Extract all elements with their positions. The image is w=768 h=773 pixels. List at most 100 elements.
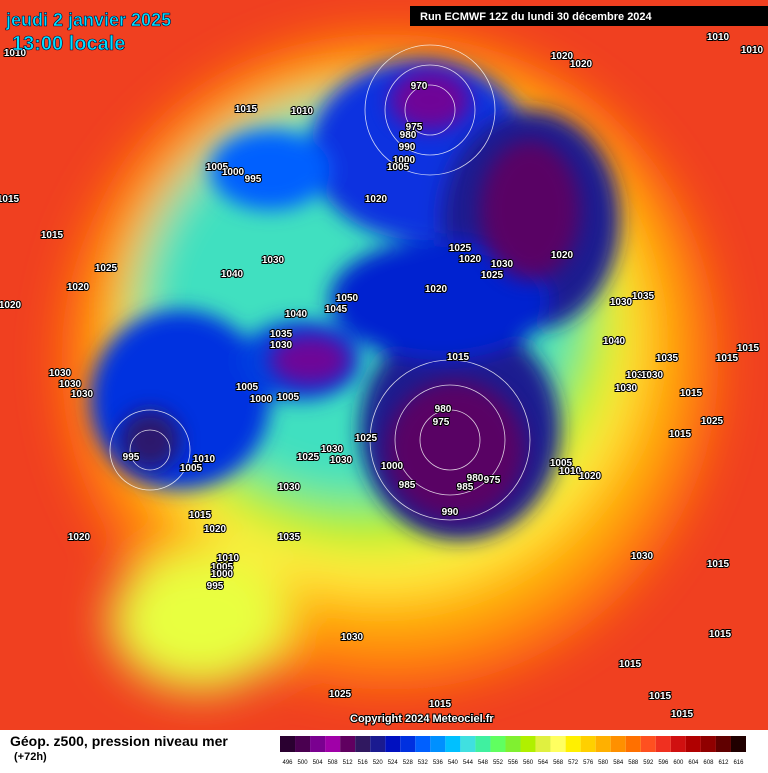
- isobar-label: 1035: [270, 329, 293, 340]
- isobar-label: 1020: [459, 254, 482, 265]
- isobar-label: 1015: [447, 352, 470, 363]
- colorbar-label: 548: [478, 760, 489, 766]
- colorbar-swatch: [655, 736, 671, 752]
- isobar-label: 1015: [669, 429, 692, 440]
- colorbar-label: 584: [613, 760, 624, 766]
- copyright: Copyright 2024 Meteociel.fr: [350, 713, 494, 725]
- colorbar-label: 596: [658, 760, 669, 766]
- colorbar-swatch: [565, 736, 581, 752]
- isobar-label: 1030: [491, 259, 514, 270]
- colorbar-swatch: [625, 736, 641, 752]
- colorbar-swatch: [370, 736, 386, 752]
- date-title: jeudi 2 janvier 2025: [5, 10, 171, 30]
- isobar-label: 1025: [297, 452, 320, 463]
- isobar-label: 1025: [701, 416, 724, 427]
- isobar-label: 1010: [193, 454, 216, 465]
- isobar-label: 1005: [277, 392, 300, 403]
- isobar-label: 1010: [707, 32, 730, 43]
- isobar-label: 1005: [387, 162, 410, 173]
- colorbar-label: 600: [673, 760, 684, 766]
- isobar-label: 1000: [381, 461, 404, 472]
- colorbar-label: 508: [328, 760, 339, 766]
- lead-time: (+72h): [14, 751, 47, 763]
- isobar-label: 1030: [59, 379, 82, 390]
- isobar-label: 985: [457, 482, 474, 493]
- isobar-label: 1040: [221, 269, 244, 280]
- isobar-label: 1025: [449, 243, 472, 254]
- colorbar-swatch: [460, 736, 476, 752]
- isobar-label: 1030: [330, 455, 353, 466]
- colorbar-swatch: [475, 736, 491, 752]
- colorbar-swatch: [580, 736, 596, 752]
- isobar-label: 1005: [550, 458, 573, 469]
- colorbar-label: 532: [418, 760, 429, 766]
- isobar-label: 1025: [481, 270, 504, 281]
- isobar-label: 1015: [671, 709, 694, 720]
- isobar-label: 1015: [649, 691, 672, 702]
- isobar-label: 1050: [336, 293, 359, 304]
- colorbar-label: 496: [283, 760, 294, 766]
- colorbar-swatch: [280, 736, 296, 752]
- colorbar-label: 592: [643, 760, 654, 766]
- isobar-label: 1030: [262, 255, 285, 266]
- isobar-label: 1045: [325, 304, 348, 315]
- colorbar-label: 540: [448, 760, 459, 766]
- isobar-label: 995: [123, 452, 140, 463]
- isobar-label: 1035: [632, 291, 655, 302]
- isobar-label: 1005: [206, 162, 229, 173]
- isobar-label: 1030: [610, 297, 633, 308]
- isobar-label: 1020: [425, 284, 448, 295]
- isobar-label: 1030: [278, 482, 301, 493]
- isobar-label: 1005: [236, 382, 259, 393]
- colorbar-swatch: [535, 736, 551, 752]
- isobar-label: 1015: [235, 104, 258, 115]
- colorbar-swatch: [355, 736, 371, 752]
- colorbar-label: 516: [358, 760, 369, 766]
- colorbar-swatch: [505, 736, 521, 752]
- isobar-label: 1030: [270, 340, 293, 351]
- colorbar-swatch: [295, 736, 311, 752]
- colorbar-swatch: [685, 736, 701, 752]
- isobar-label: 1030: [71, 389, 94, 400]
- colorbar-swatch: [310, 736, 326, 752]
- isobar-label: 1015: [429, 699, 452, 710]
- colorbar-swatch: [385, 736, 401, 752]
- colorbar-swatch: [550, 736, 566, 752]
- isobar-label: 1000: [222, 167, 245, 178]
- isobar-label: 980: [400, 130, 417, 141]
- isobar-label: 1020: [570, 59, 593, 70]
- colorbar-swatch: [415, 736, 431, 752]
- isobar-label: 990: [442, 507, 459, 518]
- isobar-label: 1020: [0, 300, 22, 311]
- isobar-label: 1015: [0, 194, 20, 205]
- isobar-label: 1010: [217, 553, 240, 564]
- isobar-label: 985: [399, 480, 416, 491]
- isobar-label: 980: [467, 473, 484, 484]
- run-banner: [410, 6, 768, 26]
- local-time: 13:00 locale: [12, 33, 125, 55]
- isobar-label: 995: [207, 581, 224, 592]
- colorbar-swatch: [700, 736, 716, 752]
- colorbar-label: 572: [568, 760, 579, 766]
- isobar-label: 1030: [615, 383, 638, 394]
- isobar-label: 1025: [95, 263, 118, 274]
- isobar-label: 980: [435, 404, 452, 415]
- isobar-label: 1015: [716, 353, 739, 364]
- colorbar-swatch: [595, 736, 611, 752]
- isobar-label: 1000: [393, 155, 416, 166]
- isobar-label: 1020: [551, 250, 574, 261]
- colorbar-swatch: [430, 736, 446, 752]
- colorbar-swatch: [340, 736, 356, 752]
- colorbar-swatch: [715, 736, 731, 752]
- isobar-label: 1035: [626, 370, 649, 381]
- colorbar-label: 604: [688, 760, 699, 766]
- isobar-label: 975: [484, 475, 501, 486]
- isobar-label: 1040: [285, 309, 308, 320]
- isobar-label: 1035: [278, 532, 301, 543]
- colorbar-label: 568: [553, 760, 564, 766]
- isobar-label: 1010: [4, 48, 27, 59]
- colorbar-swatch: [445, 736, 461, 752]
- colorbar-label: 556: [508, 760, 519, 766]
